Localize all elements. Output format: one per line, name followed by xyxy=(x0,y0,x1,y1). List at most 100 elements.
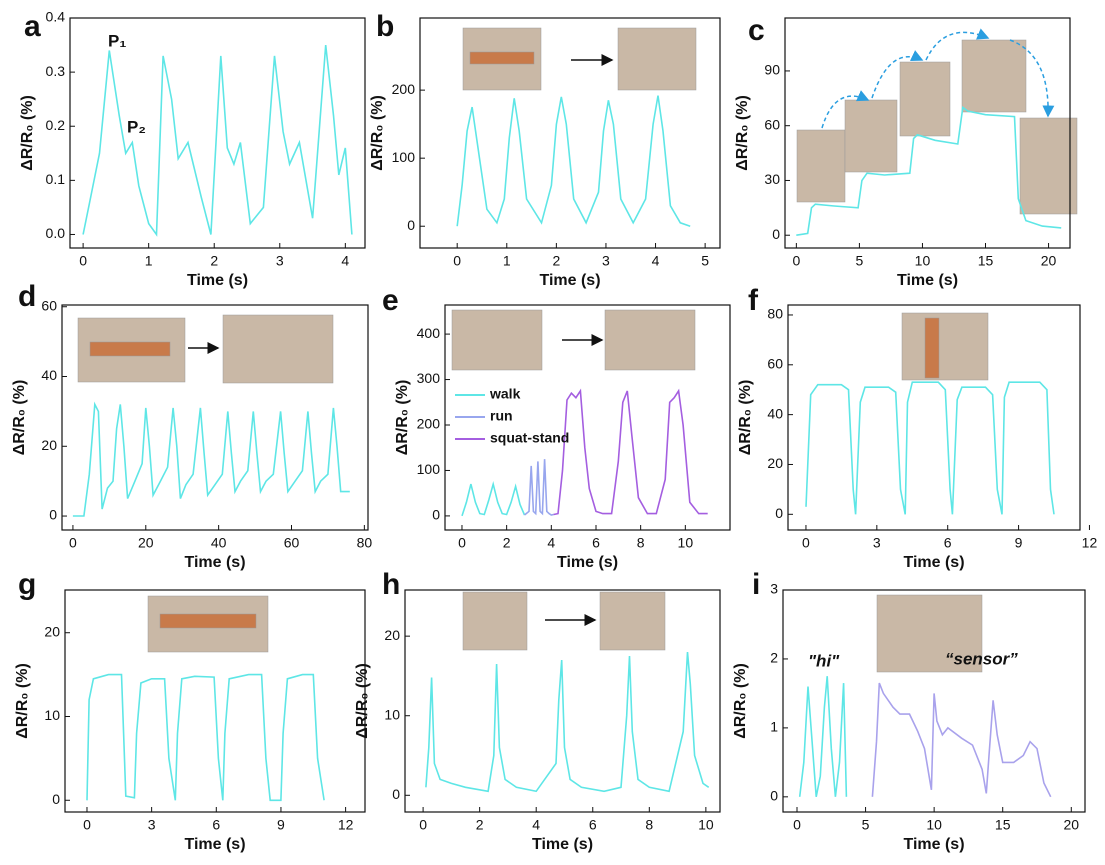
panel-label: c xyxy=(748,14,765,47)
y-axis-title: ΔR/R₀ (%) xyxy=(394,380,411,456)
x-tick-label: 6 xyxy=(212,817,220,833)
photo xyxy=(796,129,846,203)
plot-frame xyxy=(69,17,366,249)
x-tick-label: 40 xyxy=(211,535,227,551)
y-tick-label: 0 xyxy=(772,226,780,242)
y-tick-label: 1 xyxy=(770,719,778,735)
y-tick-label: 20 xyxy=(767,455,783,471)
x-tick-label: 0 xyxy=(419,817,427,833)
x-tick-label: 0 xyxy=(453,253,461,269)
y-tick-label: 60 xyxy=(41,297,57,313)
x-tick-label: 2 xyxy=(503,535,511,551)
x-tick-label: 2 xyxy=(476,817,484,833)
y-tick-label: 100 xyxy=(392,149,416,165)
plot-frame xyxy=(404,589,721,813)
x-tick-label: 8 xyxy=(637,535,645,551)
x-tick-label: 80 xyxy=(357,535,373,551)
x-axis-title: Time (s) xyxy=(187,272,248,289)
x-tick-label: 0 xyxy=(802,535,810,551)
arrows xyxy=(188,54,614,626)
x-tick-label: 3 xyxy=(602,253,610,269)
arrow xyxy=(925,28,990,61)
y-tick-label: 300 xyxy=(417,370,441,386)
x-tick-label: 5 xyxy=(862,817,870,833)
y-tick-label: 0.0 xyxy=(46,225,66,241)
y-tick-label: 400 xyxy=(417,325,441,341)
x-tick-label: 6 xyxy=(944,535,952,551)
x-axis-title: Time (s) xyxy=(184,554,245,571)
data-line xyxy=(553,388,708,516)
legend-label: walk xyxy=(489,386,521,402)
x-tick-label: 0 xyxy=(69,535,77,551)
y-axis-title: ΔR/R₀ (%) xyxy=(19,95,36,171)
x-tick-label: 15 xyxy=(995,817,1011,833)
photo xyxy=(222,314,334,384)
y-tick-label: 200 xyxy=(392,81,416,97)
x-axis-title: Time (s) xyxy=(903,836,964,853)
x-tick-label: 2 xyxy=(552,253,560,269)
y-tick-label: 100 xyxy=(417,461,441,477)
y-axis-title: ΔR/R₀ (%) xyxy=(369,95,386,171)
y-axis-title: ΔR/R₀ (%) xyxy=(737,380,754,456)
y-tick-label: 3 xyxy=(770,581,778,597)
x-tick-label: 3 xyxy=(873,535,881,551)
data-line xyxy=(82,45,353,237)
x-axis-title: Time (s) xyxy=(184,836,245,853)
y-tick-label: 0.4 xyxy=(46,9,66,25)
x-tick-label: 4 xyxy=(532,817,540,833)
photo xyxy=(617,27,697,91)
data-line xyxy=(798,676,848,797)
x-tick-label: 20 xyxy=(138,535,154,551)
plot-frame xyxy=(419,17,721,249)
y-tick-label: 20 xyxy=(41,437,57,453)
panel-label: h xyxy=(382,568,400,601)
x-tick-label: 0 xyxy=(792,253,800,269)
y-tick-label: 80 xyxy=(767,306,783,322)
photo xyxy=(451,309,543,371)
x-tick-label: 9 xyxy=(1015,535,1023,551)
x-tick-label: 10 xyxy=(915,253,931,269)
x-tick-label: 0 xyxy=(79,253,87,269)
x-tick-label: 10 xyxy=(926,817,942,833)
x-tick-label: 2 xyxy=(210,253,218,269)
dashed-arrows xyxy=(821,28,1055,129)
x-axis-title: Time (s) xyxy=(532,836,593,853)
y-tick-label: 40 xyxy=(41,367,57,383)
y-tick-label: 0.2 xyxy=(46,117,66,133)
x-tick-label: 4 xyxy=(652,253,660,269)
x-tick-label: 3 xyxy=(148,817,156,833)
y-tick-label: 0 xyxy=(49,507,57,523)
y-axis-title: ΔR/R₀ (%) xyxy=(734,95,751,171)
x-tick-label: 20 xyxy=(1041,253,1057,269)
photo xyxy=(899,61,951,137)
x-tick-label: 12 xyxy=(1082,535,1098,551)
sensor-strip xyxy=(159,613,257,629)
x-tick-label: 0 xyxy=(83,817,91,833)
photo xyxy=(844,99,898,173)
x-tick-label: 5 xyxy=(701,253,709,269)
y-tick-label: 10 xyxy=(44,707,60,723)
photo xyxy=(604,309,696,371)
y-axis-title: ΔR/R₀ (%) xyxy=(732,663,749,739)
sensor-strip xyxy=(469,51,535,65)
panel-label: g xyxy=(18,568,36,601)
x-tick-label: 8 xyxy=(645,817,653,833)
x-tick-label: 12 xyxy=(338,817,354,833)
x-tick-label: 0 xyxy=(793,817,801,833)
x-tick-label: 15 xyxy=(978,253,994,269)
x-axis-title: Time (s) xyxy=(557,554,618,571)
series-label: "hi" xyxy=(808,651,840,670)
legend-label: squat-stand xyxy=(490,430,569,446)
x-tick-label: 1 xyxy=(145,253,153,269)
y-axis-title: ΔR/R₀ (%) xyxy=(354,663,371,739)
data-line xyxy=(86,673,325,802)
y-tick-label: 0.1 xyxy=(46,171,66,187)
y-tick-label: 20 xyxy=(384,627,400,643)
panel-label: e xyxy=(382,284,399,317)
y-tick-label: 0.3 xyxy=(46,63,66,79)
x-axis-title: Time (s) xyxy=(903,554,964,571)
x-tick-label: 6 xyxy=(592,535,600,551)
y-tick-label: 0 xyxy=(392,786,400,802)
data-line xyxy=(524,459,554,516)
